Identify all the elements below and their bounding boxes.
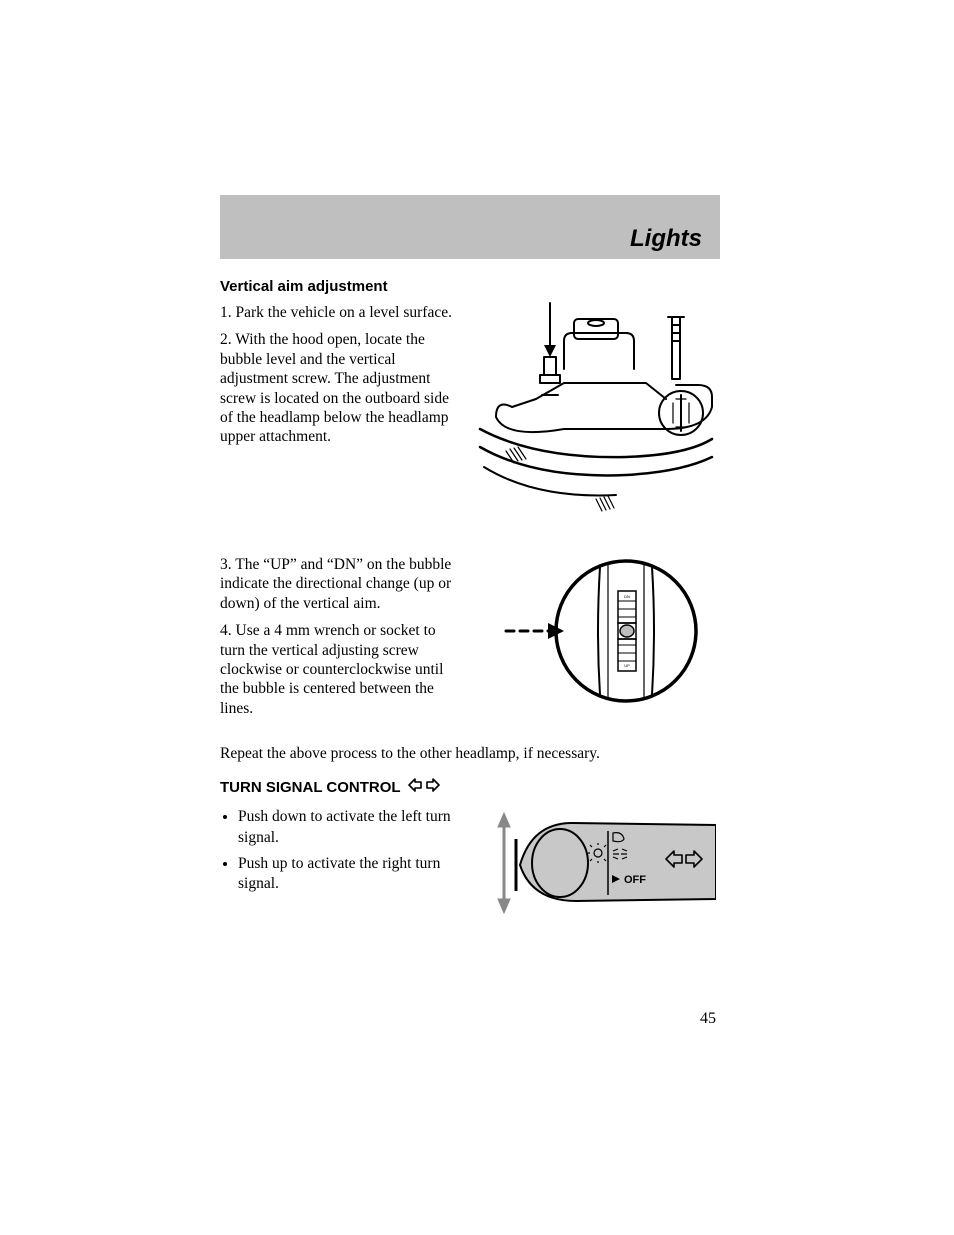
step-1: 1. Park the vehicle on a level surface. — [220, 303, 460, 322]
figure-bubble-level: DN UP — [476, 551, 716, 711]
page-number: 45 — [700, 1010, 716, 1028]
turn-signal-icon — [407, 777, 441, 797]
repeat-note: Repeat the above process to the other he… — [220, 744, 720, 763]
figure-turn-signal-stalk: OFF — [476, 803, 716, 933]
figure-col — [476, 299, 720, 529]
bullet-right: Push up to activate the right turn signa… — [238, 854, 460, 894]
turn-signal-bullets: Push down to activate the left turn sign… — [220, 807, 460, 894]
label-up: UP — [624, 663, 630, 668]
text-col: 1. Park the vehicle on a level surface. … — [220, 299, 460, 455]
figure-col-2: DN UP — [476, 551, 720, 711]
heading-turn-signal: TURN SIGNAL CONTROL — [220, 777, 720, 797]
step-2: 2. With the hood open, locate the bubble… — [220, 330, 460, 446]
step-4: 4. Use a 4 mm wrench or socket to turn t… — [220, 621, 460, 718]
heading-turn-signal-text: TURN SIGNAL CONTROL — [220, 779, 401, 796]
row-steps-1-2: 1. Park the vehicle on a level surface. … — [220, 299, 720, 529]
manual-page: Lights Vertical aim adjustment 1. Park t… — [0, 0, 954, 1235]
row-turn-signal: Push down to activate the left turn sign… — [220, 803, 720, 933]
content-area: Vertical aim adjustment 1. Park the vehi… — [220, 272, 720, 933]
chapter-title: Lights — [630, 225, 702, 253]
label-dn: DN — [624, 594, 630, 599]
subheading-vertical-aim: Vertical aim adjustment — [220, 278, 720, 295]
step-3: 3. The “UP” and “DN” on the bubble indic… — [220, 555, 460, 613]
text-col-2: 3. The “UP” and “DN” on the bubble indic… — [220, 551, 460, 726]
figure-headlamp-assembly — [476, 299, 716, 529]
text-col-3: Push down to activate the left turn sign… — [220, 803, 460, 900]
label-off: OFF — [624, 874, 646, 886]
header-band: Lights — [220, 195, 720, 259]
row-steps-3-4: 3. The “UP” and “DN” on the bubble indic… — [220, 551, 720, 726]
bullet-left: Push down to activate the left turn sign… — [238, 807, 460, 847]
figure-col-3: OFF — [476, 803, 720, 933]
